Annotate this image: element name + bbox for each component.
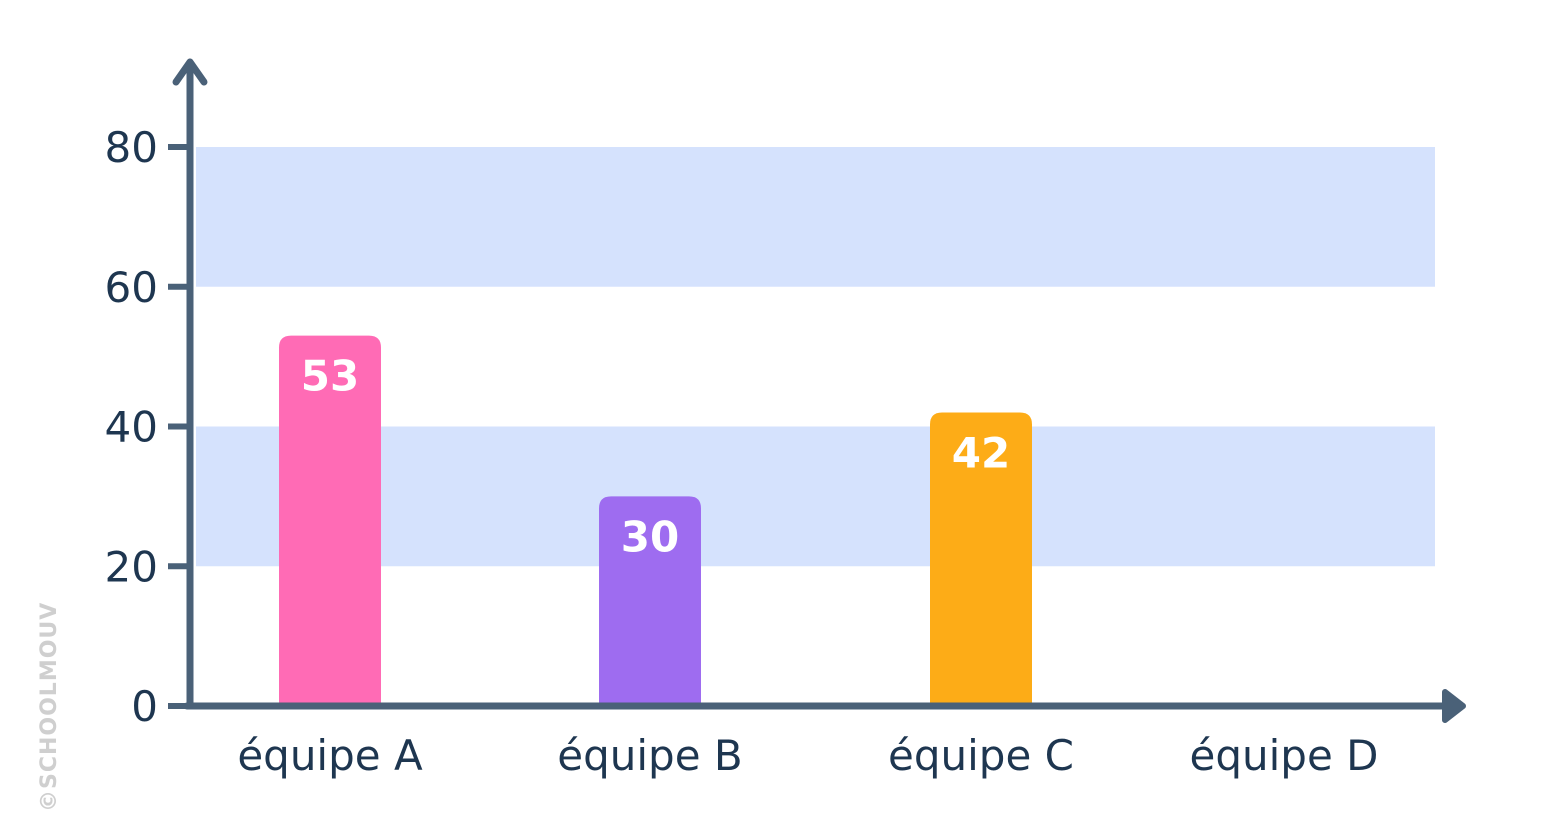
x-category-label: équipe D (1190, 731, 1379, 780)
bar (930, 412, 1032, 706)
y-ticks: 0 20 40 60 80 (105, 123, 190, 731)
y-tick-label: 40 (105, 403, 158, 452)
bar (279, 335, 381, 706)
y-axis-arrow-icon (172, 58, 208, 86)
bar-value-label: 30 (621, 512, 679, 561)
x-axis-arrow-icon (1442, 689, 1466, 723)
x-labels: équipe A équipe B équipe C équipe D (237, 731, 1378, 780)
bar-value-label: 42 (952, 429, 1010, 478)
watermark: ©SCHOOLMOUV (37, 602, 62, 812)
x-category-label: équipe B (557, 731, 742, 780)
bars: 53 30 42 (279, 335, 1032, 706)
x-category-label: équipe C (888, 731, 1074, 780)
x-category-label: équipe A (237, 731, 423, 780)
y-tick-label: 60 (105, 263, 158, 312)
axes (172, 58, 1466, 723)
bar (599, 496, 701, 706)
background-bands (196, 147, 1435, 567)
band (196, 147, 1435, 287)
y-tick-label: 20 (105, 542, 158, 591)
y-tick-label: 80 (105, 123, 158, 172)
y-tick-label: 0 (131, 682, 158, 731)
bar-value-label: 53 (301, 352, 359, 401)
band (196, 426, 1435, 567)
